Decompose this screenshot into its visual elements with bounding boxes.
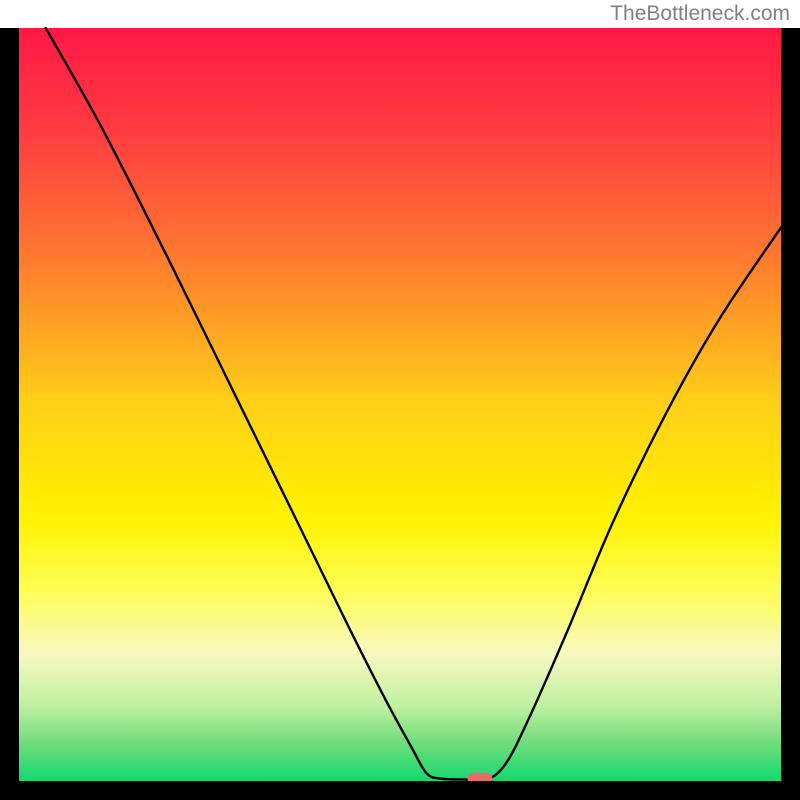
plot-background bbox=[19, 28, 781, 781]
chart-container: TheBottleneck.com bbox=[0, 0, 800, 800]
attribution-label: TheBottleneck.com bbox=[610, 2, 790, 26]
bottleneck-chart bbox=[0, 0, 800, 800]
